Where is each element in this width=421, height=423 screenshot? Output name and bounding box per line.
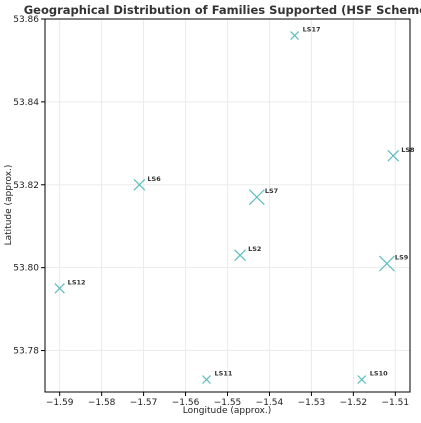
data-points: LS17 LS8 LS6 LS7 LS2 LS9 LS12 LS11 LS10 [54,26,415,384]
y-tick-label: 53.78 [13,347,39,357]
x-marker-stroke [133,178,146,191]
x-tick-label: −1.58 [88,398,116,408]
x-tick-label: −1.56 [172,398,200,408]
x-marker-stroke [202,375,211,384]
point-label: LS6 [147,175,161,183]
point-label: LS17 [303,26,321,34]
x-marker-stroke [379,255,395,272]
y-tick-label: 53.86 [13,15,39,25]
data-point-ls12: LS12 [54,278,86,294]
point-label: LS12 [68,278,86,286]
point-label: LS8 [401,146,415,154]
data-point-ls9: LS9 [379,254,409,272]
y-axis-ticks: 53.78 53.80 53.82 53.84 53.86 [13,15,45,357]
data-point-ls17: LS17 [290,26,321,41]
grid-lines [45,18,410,392]
point-label: LS7 [265,187,278,195]
y-axis-label: Latitude (approx.) [4,165,14,246]
chart-title: Geographical Distribution of Families Su… [24,3,421,17]
data-point-ls7: LS7 [248,187,278,206]
x-axis-ticks: −1.59 −1.58 −1.57 −1.56 −1.55 −1.54 −1.53 −1.52… [46,392,409,408]
y-tick-label: 53.80 [13,264,39,274]
x-tick-label: −1.51 [382,398,410,408]
data-point-ls11: LS11 [202,370,233,384]
point-label: LS11 [215,370,233,378]
x-marker-stroke [234,249,246,262]
x-tick-label: −1.53 [298,398,326,408]
x-marker-stroke [387,149,400,162]
x-marker-stroke [54,283,65,294]
y-tick-label: 53.84 [13,98,39,108]
plot-frame [44,18,411,393]
x-tick-label: −1.54 [256,398,284,408]
point-label: LS2 [248,245,261,253]
y-tick-label: 53.82 [13,181,39,191]
x-marker-stroke [290,31,300,41]
data-point-ls6: LS6 [133,175,161,191]
x-axis-label: Longitude (approx.) [183,406,272,416]
x-marker-stroke [248,189,265,206]
data-point-ls8: LS8 [387,146,415,162]
x-tick-label: −1.55 [214,398,242,408]
x-tick-label: −1.57 [130,398,158,408]
data-point-ls10: LS10 [357,370,388,384]
point-label: LS9 [395,254,409,262]
x-marker-stroke [357,375,367,384]
data-point-ls2: LS2 [234,245,261,262]
x-tick-label: −1.52 [340,398,368,408]
x-tick-label: −1.59 [46,398,74,408]
point-label: LS10 [370,370,388,378]
